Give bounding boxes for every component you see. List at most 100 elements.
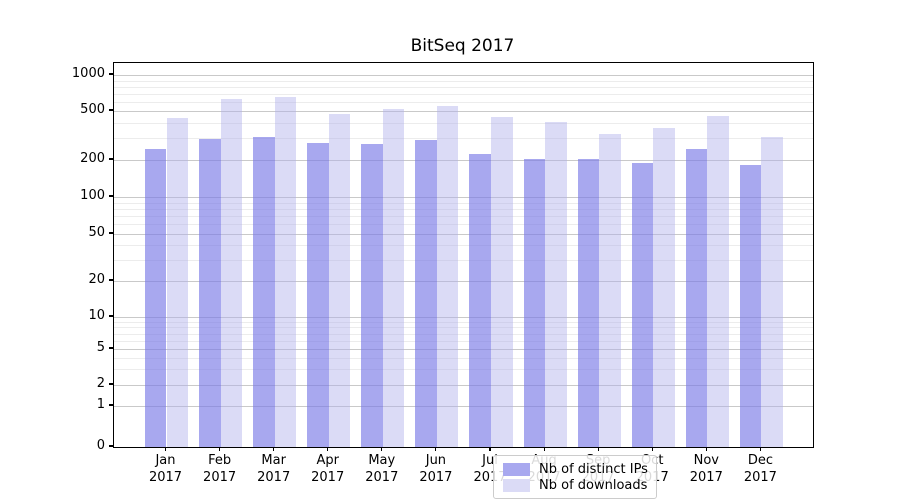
x-tick-mark — [273, 447, 275, 451]
bar-jun-downloads — [436, 106, 459, 447]
major-gridline — [114, 160, 813, 161]
bar-jan-downloads — [166, 118, 189, 447]
bar-jul-downloads — [491, 116, 513, 447]
y-tick-label-1: 1 — [96, 397, 105, 412]
minor-gridline — [114, 369, 813, 371]
legend-swatch-distinct-ips-icon — [503, 462, 530, 476]
x-tick-mark — [435, 447, 437, 451]
major-gridline — [114, 281, 813, 282]
x-tick-mark — [327, 447, 329, 451]
y-tick-mark — [109, 383, 113, 385]
bar-oct-distinct-ips — [631, 162, 654, 447]
x-tick-mark — [651, 447, 653, 451]
x-tick-mark — [489, 447, 491, 451]
y-tick-label-50: 50 — [88, 225, 105, 240]
major-gridline — [114, 234, 813, 235]
x-tick-mark — [543, 447, 545, 451]
minor-gridline — [114, 340, 813, 342]
major-gridline — [114, 317, 813, 318]
bar-feb-downloads — [220, 98, 243, 447]
y-tick-mark — [109, 347, 113, 349]
x-tick-label-jun: Jun 2017 — [419, 453, 453, 485]
legend-label-downloads: Nb of downloads — [539, 477, 648, 493]
y-tick-label-1000: 1000 — [71, 66, 105, 81]
plot-area: Nb of distinct IPs Nb of downloads — [113, 62, 814, 499]
minor-gridline — [114, 86, 813, 88]
minor-gridline — [114, 216, 813, 217]
bar-may-downloads — [382, 108, 405, 447]
x-tick-label-nov: Nov 2017 — [689, 453, 723, 485]
bar-nov-distinct-ips — [685, 148, 708, 447]
major-gridline — [114, 385, 813, 386]
x-tick-label-dec: Dec 2017 — [743, 453, 777, 485]
x-tick-label-feb: Feb 2017 — [203, 453, 237, 485]
bar-dec-distinct-ips — [739, 165, 762, 447]
bar-apr-distinct-ips — [307, 142, 329, 447]
x-tick-mark — [381, 447, 383, 451]
legend-item-distinct-ips: Nb of distinct IPs — [503, 461, 648, 477]
major-gridline — [114, 111, 813, 112]
y-tick-label-200: 200 — [80, 151, 105, 166]
minor-gridline — [114, 80, 813, 82]
major-gridline — [114, 75, 813, 76]
bar-aug-downloads — [545, 121, 567, 447]
bar-jun-distinct-ips — [415, 139, 437, 447]
bar-oct-downloads — [653, 128, 675, 447]
x-tick-label-apr: Apr 2017 — [311, 453, 345, 485]
minor-gridline — [114, 122, 813, 124]
y-tick-label-100: 100 — [80, 188, 105, 203]
x-tick-mark — [705, 447, 707, 451]
minor-gridline — [114, 224, 813, 226]
y-tick-mark — [109, 232, 113, 234]
minor-gridline — [114, 260, 813, 262]
minor-gridline — [114, 357, 813, 359]
minor-gridline — [114, 202, 813, 204]
y-tick-label-2: 2 — [96, 376, 105, 391]
bar-aug-distinct-ips — [523, 159, 546, 447]
bar-jan-distinct-ips — [144, 149, 167, 447]
y-tick-label-20: 20 — [88, 272, 105, 287]
bar-apr-downloads — [328, 113, 351, 447]
y-tick-mark — [109, 195, 113, 197]
minor-gridline — [114, 93, 813, 95]
x-tick-mark — [759, 447, 761, 451]
y-tick-mark — [109, 315, 113, 317]
bar-may-distinct-ips — [361, 143, 383, 447]
minor-gridline — [114, 245, 813, 247]
legend-item-downloads: Nb of downloads — [503, 477, 648, 493]
x-tick-label-may: May 2017 — [365, 453, 399, 485]
legend-label-distinct-ips: Nb of distinct IPs — [539, 461, 648, 477]
minor-gridline — [114, 327, 813, 329]
x-tick-mark — [219, 447, 221, 451]
x-tick-label-mar: Mar 2017 — [257, 453, 291, 485]
y-tick-mark — [109, 445, 113, 447]
major-gridline — [114, 406, 813, 407]
legend-swatch-downloads-icon — [503, 478, 530, 492]
y-tick-label-5: 5 — [96, 340, 105, 355]
y-tick-label-500: 500 — [80, 102, 105, 117]
major-gridline — [114, 197, 813, 198]
minor-gridline — [114, 321, 813, 323]
chart-title: BitSeq 2017 — [410, 36, 515, 56]
bar-mar-downloads — [274, 97, 297, 447]
legend: Nb of distinct IPs Nb of downloads — [493, 455, 657, 499]
bar-sep-distinct-ips — [577, 158, 600, 447]
bar-feb-distinct-ips — [199, 138, 221, 447]
major-gridline — [114, 349, 813, 350]
y-tick-mark — [109, 404, 113, 406]
y-tick-mark — [109, 158, 113, 160]
x-tick-mark — [164, 447, 167, 451]
bar-mar-distinct-ips — [253, 137, 275, 447]
x-tick-label-jan: Jan 2017 — [148, 453, 183, 485]
x-tick-mark — [597, 447, 599, 451]
bar-jul-distinct-ips — [469, 153, 491, 447]
minor-gridline — [114, 101, 813, 103]
minor-gridline — [114, 138, 813, 140]
bar-sep-downloads — [599, 134, 621, 447]
y-tick-mark — [109, 109, 113, 111]
y-tick-mark — [109, 73, 113, 75]
y-tick-mark — [109, 279, 113, 281]
minor-gridline — [114, 208, 813, 210]
bar-dec-downloads — [761, 137, 783, 447]
